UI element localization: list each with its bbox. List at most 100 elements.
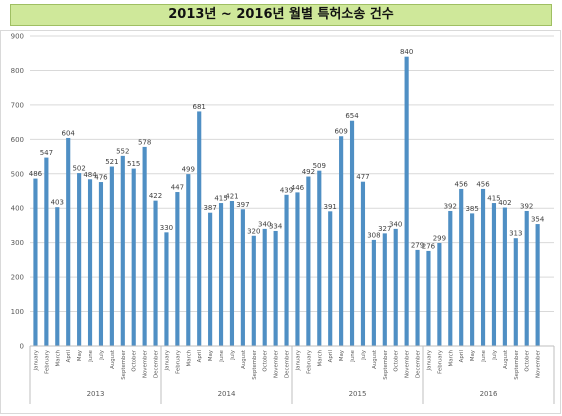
data-label: 403 — [51, 199, 64, 207]
bar — [229, 200, 235, 346]
bar — [448, 210, 453, 346]
x-tick-label: May — [339, 349, 345, 361]
x-tick-label: September — [252, 349, 258, 380]
bar — [426, 250, 431, 346]
data-label: 456 — [476, 180, 490, 188]
x-tick-label: May — [77, 349, 83, 361]
x-tick-label: June — [88, 349, 94, 362]
bar — [55, 207, 60, 346]
x-tick-label: February — [44, 349, 50, 374]
bar — [371, 239, 376, 346]
data-label: 387 — [203, 204, 216, 212]
x-tick-label: August — [503, 350, 509, 369]
bar — [502, 207, 507, 346]
bar — [382, 233, 387, 346]
data-label: 327 — [378, 225, 391, 233]
data-label: 456 — [455, 180, 469, 188]
bar — [251, 235, 256, 346]
bar — [491, 203, 497, 346]
x-tick-label: January — [426, 349, 432, 371]
x-tick-label: January — [295, 349, 301, 371]
data-label: 681 — [193, 103, 206, 111]
data-label: 515 — [127, 160, 140, 168]
bar — [33, 178, 38, 346]
x-tick-label: November — [405, 349, 411, 378]
data-label: 476 — [94, 174, 108, 182]
bar — [109, 166, 114, 346]
bar — [142, 146, 147, 346]
bar — [470, 213, 475, 346]
year-label: 2014 — [218, 390, 236, 398]
y-tick-label: 800 — [11, 67, 24, 75]
data-label: 484 — [83, 171, 97, 179]
x-tick-label: May — [208, 349, 214, 361]
year-label: 2013 — [87, 390, 105, 398]
bar — [328, 211, 333, 346]
x-tick-label: May — [470, 349, 476, 361]
data-label: 446 — [291, 184, 305, 192]
bar — [131, 168, 136, 346]
data-label: 604 — [62, 129, 76, 137]
year-label: 2016 — [480, 390, 498, 398]
x-tick-label: February — [437, 349, 443, 374]
data-label: 415 — [214, 195, 227, 203]
x-tick-label: June — [481, 349, 487, 362]
x-tick-label: July — [492, 349, 498, 361]
data-label: 385 — [465, 205, 478, 213]
bar — [360, 181, 366, 346]
data-label: 502 — [72, 165, 85, 173]
bar — [153, 200, 158, 346]
data-label: 552 — [116, 147, 129, 155]
x-tick-label: December — [285, 349, 291, 378]
y-tick-label: 0 — [20, 343, 24, 351]
data-label: 402 — [498, 199, 511, 207]
bar — [77, 173, 82, 346]
data-label: 299 — [433, 235, 446, 243]
bar — [317, 170, 322, 346]
data-label: 547 — [40, 149, 53, 157]
y-tick-label: 400 — [11, 205, 24, 213]
bar — [218, 203, 224, 346]
x-tick-label: December — [416, 349, 422, 378]
bar — [262, 228, 267, 346]
y-tick-label: 900 — [11, 33, 24, 41]
bar — [513, 238, 518, 346]
x-tick-label: September — [121, 349, 127, 380]
data-label: 477 — [356, 173, 369, 181]
y-tick-label: 700 — [11, 101, 24, 109]
data-label: 334 — [269, 222, 283, 230]
x-tick-label: March — [186, 350, 192, 366]
data-label: 578 — [138, 138, 151, 146]
x-tick-label: July — [230, 349, 236, 361]
data-label: 492 — [302, 168, 315, 176]
data-label: 320 — [247, 227, 260, 235]
bar — [186, 174, 191, 346]
year-label: 2015 — [349, 390, 367, 398]
x-tick-label: October — [525, 349, 531, 371]
bar — [197, 111, 202, 346]
bar — [98, 182, 104, 346]
bar — [459, 188, 464, 346]
y-tick-label: 200 — [11, 274, 24, 282]
x-tick-label: April — [66, 350, 72, 362]
bar — [524, 210, 529, 346]
bar — [339, 136, 344, 346]
data-label: 313 — [509, 230, 522, 238]
bar — [284, 194, 289, 346]
bar — [44, 157, 49, 346]
bar — [535, 224, 540, 346]
y-tick-label: 300 — [11, 239, 24, 247]
x-tick-label: December — [154, 349, 160, 378]
data-label: 354 — [531, 216, 545, 224]
x-tick-label: June — [350, 349, 356, 362]
y-tick-label: 100 — [11, 308, 24, 316]
x-tick-label: June — [219, 349, 225, 362]
x-tick-label: October — [132, 349, 138, 371]
bar — [66, 137, 71, 346]
bar — [295, 192, 300, 346]
bar — [164, 232, 169, 346]
data-label: 654 — [345, 112, 359, 120]
data-label: 391 — [324, 203, 337, 211]
bar — [480, 188, 486, 346]
bar-chart: 0 100 200 300 400 500 600 700 800 900 486 547 403 60… — [11, 33, 555, 404]
